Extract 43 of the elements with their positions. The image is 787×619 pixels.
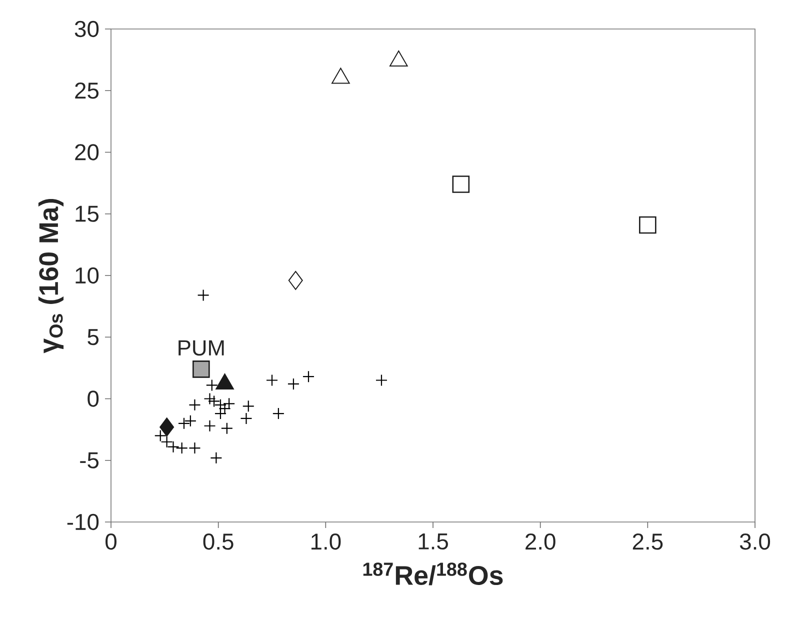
y-axis-title: γ$_{Os}$ (160 Ma) [38, 199, 64, 354]
y-tick-label: 20 [75, 144, 99, 160]
y-tick-label: -10 [67, 514, 99, 530]
x-axis-title: $^{187}$Re/$^{188}$Os [363, 562, 503, 586]
x-tick-label: 1.5 [418, 534, 448, 550]
point [242, 400, 254, 412]
point [204, 392, 216, 405]
annotation: PUM [178, 340, 224, 356]
point [184, 414, 196, 427]
y-tick-label: -5 [80, 452, 99, 468]
point [240, 412, 252, 425]
x-tick-label: 2.5 [632, 534, 663, 550]
point [220, 422, 233, 434]
x-tick-label: 2.0 [526, 534, 556, 550]
point [223, 398, 236, 410]
point [287, 378, 300, 390]
point [192, 360, 210, 378]
point [266, 374, 278, 386]
point [176, 442, 188, 454]
point [178, 417, 190, 430]
point [272, 407, 284, 420]
x-tick-label: 3.0 [740, 534, 770, 550]
point [288, 270, 303, 290]
y-tick-label: 5 [88, 329, 99, 346]
point [204, 420, 216, 432]
y-tick-label: 25 [75, 82, 99, 99]
point [188, 398, 201, 411]
point [160, 418, 174, 437]
y-tick-label: 0 [88, 390, 99, 407]
point [197, 289, 210, 302]
y-tick-label: 30 [74, 20, 99, 38]
point [375, 374, 388, 386]
point [210, 452, 222, 464]
x-tick-label: 0 [106, 534, 116, 550]
point [302, 370, 315, 383]
x-tick-label: 1.0 [311, 534, 341, 550]
point [639, 216, 656, 234]
y-tick-label: 15 [76, 206, 99, 222]
point [188, 442, 201, 454]
point [206, 379, 218, 392]
y-tick-label: 10 [76, 267, 99, 284]
point [452, 176, 470, 193]
x-tick-label: 0.5 [203, 534, 234, 550]
